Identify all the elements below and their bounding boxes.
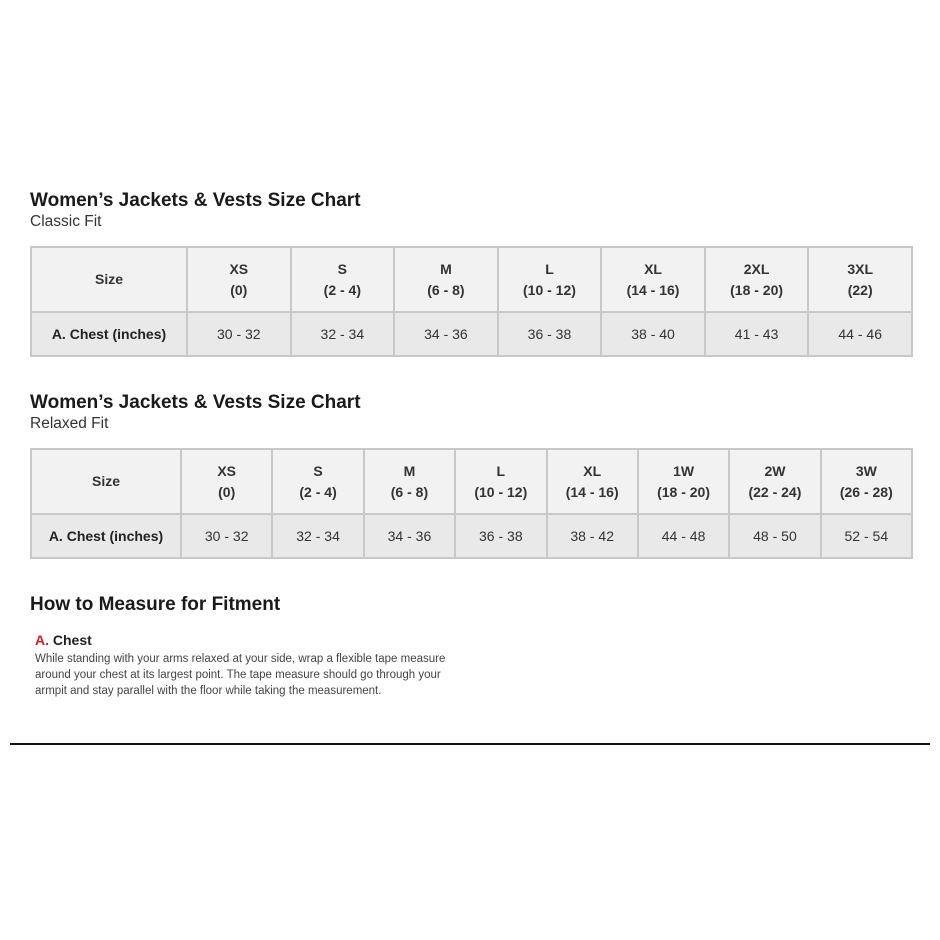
chest-value: 52 - 54 <box>819 513 914 559</box>
size-range: (14 - 16) <box>565 483 619 500</box>
size-range: (26 - 28) <box>839 483 893 500</box>
size-range: (18 - 20) <box>657 483 711 500</box>
size-header: Size <box>30 448 182 515</box>
size-col-header: XL (14 - 16) <box>545 448 639 515</box>
size-name: 3W <box>855 462 877 479</box>
size-name: 2W <box>764 462 786 479</box>
size-range: (18 - 20) <box>730 281 784 298</box>
chest-value: 30 - 32 <box>179 513 274 559</box>
chest-name: Chest <box>52 632 92 648</box>
size-range: (0) <box>218 483 236 500</box>
size-name: S <box>313 462 323 479</box>
chest-label: A. Chest (inches) <box>30 513 182 559</box>
size-name: M <box>440 260 452 277</box>
chest-value: 30 - 32 <box>186 311 292 357</box>
size-name: XL <box>583 462 602 479</box>
size-range: (22) <box>847 281 873 298</box>
size-col-header: XS (0) <box>179 448 274 515</box>
size-name: 2XL <box>743 260 770 277</box>
size-range: (0) <box>230 281 248 298</box>
size-col-header: S (2 - 4) <box>271 448 365 515</box>
size-range: (6 - 8) <box>390 483 429 500</box>
size-name: XS <box>217 462 237 479</box>
chest-value: 34 - 36 <box>362 513 457 559</box>
size-col-header: S (2 - 4) <box>289 246 396 313</box>
chest-value: 48 - 50 <box>728 513 822 559</box>
size-name: 1W <box>673 462 695 479</box>
size-col-header: 2W (22 - 24) <box>728 448 822 515</box>
chest-value: 34 - 36 <box>393 311 499 357</box>
size-name: S <box>337 260 348 277</box>
classic-title: Women’s Jackets & Vests Size Chart <box>30 190 361 211</box>
size-name: XS <box>229 260 249 277</box>
chest-value: 38 - 42 <box>545 513 639 559</box>
chest-value: 41 - 43 <box>703 311 810 357</box>
size-range: (2 - 4) <box>323 281 362 298</box>
size-range: (14 - 16) <box>626 281 680 298</box>
size-col-header: M (6 - 8) <box>362 448 457 515</box>
classic-subtitle: Classic Fit <box>30 213 102 230</box>
chest-value: 32 - 34 <box>271 513 365 559</box>
size-range: (10 - 12) <box>523 281 576 298</box>
divider <box>10 743 930 745</box>
relaxed-subtitle: Relaxed Fit <box>30 415 109 432</box>
classic-size-table: Size XS (0) S (2 - 4) M (6 - 8) L (10 - 12) XL (14… <box>30 246 913 357</box>
chest-instructions: While standing with your arms relaxed at… <box>35 653 446 697</box>
relaxed-title: Women’s Jackets & Vests Size Chart <box>30 392 361 413</box>
chest-value: 32 - 34 <box>289 311 396 357</box>
size-col-header: L (10 - 12) <box>496 246 603 313</box>
size-name: M <box>403 462 416 479</box>
size-col-header: M (6 - 8) <box>393 246 499 313</box>
size-col-header: 1W (18 - 20) <box>636 448 731 515</box>
size-name: XL <box>644 260 662 277</box>
size-range: (2 - 4) <box>299 483 337 500</box>
size-col-header: L (10 - 12) <box>454 448 548 515</box>
chest-value: 36 - 38 <box>454 513 548 559</box>
chest-value: 38 - 40 <box>600 311 706 357</box>
chest-value: 44 - 46 <box>807 311 913 357</box>
chest-value: 44 - 48 <box>636 513 731 559</box>
size-range: (6 - 8) <box>427 281 465 298</box>
chest-value: 36 - 38 <box>496 311 603 357</box>
chest-label: A. Chest (inches) <box>30 311 188 357</box>
size-range: (22 - 24) <box>748 483 802 500</box>
size-name: L <box>545 260 554 277</box>
size-name: 3XL <box>847 260 874 277</box>
measure-title: How to Measure for Fitment <box>30 594 281 615</box>
size-col-header: XL (14 - 16) <box>600 246 706 313</box>
size-col-header: 3XL (22) <box>807 246 913 313</box>
chest-heading: A. Chest <box>35 632 92 648</box>
relaxed-size-table: Size XS (0) S (2 - 4) M (6 - 8) L (10 - 12) XL (14… <box>30 448 914 559</box>
size-col-header: XS (0) <box>186 246 292 313</box>
size-header: Size <box>30 246 188 313</box>
size-name: L <box>496 462 506 479</box>
size-col-header: 3W (26 - 28) <box>819 448 914 515</box>
size-col-header: 2XL (18 - 20) <box>703 246 810 313</box>
chest-letter: A. <box>35 632 49 648</box>
size-range: (10 - 12) <box>474 483 528 500</box>
